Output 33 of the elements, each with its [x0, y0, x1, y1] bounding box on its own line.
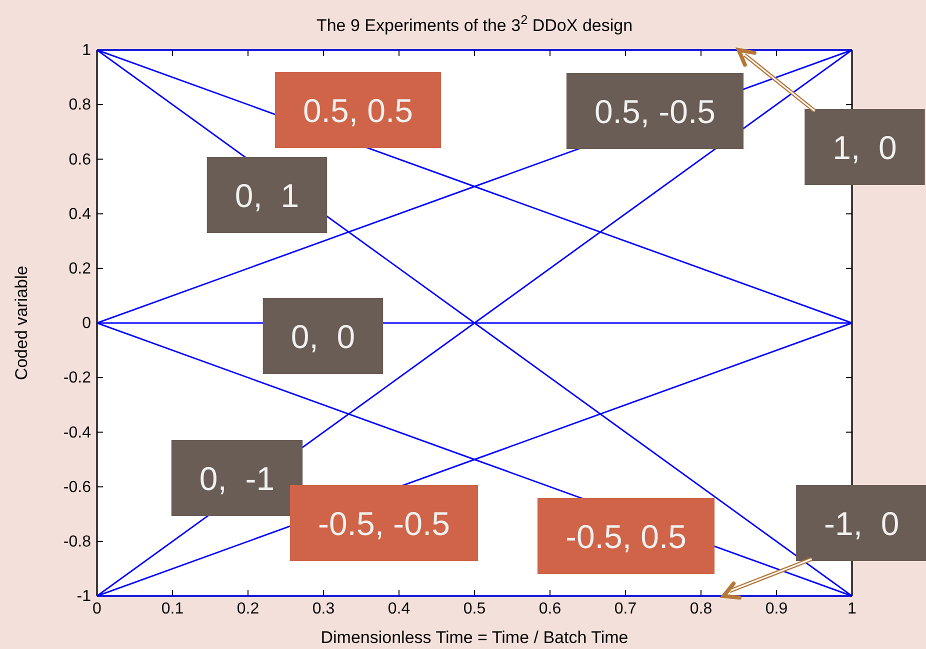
annotation: 0.5, -0.5 — [594, 92, 716, 130]
annotation: 0.5, 0.5 — [302, 92, 414, 128]
x-tick-label: 0.8 — [690, 600, 712, 618]
x-tick-label: 0.3 — [312, 600, 335, 618]
annotation: 0, -1 — [199, 460, 275, 496]
y-tick-label: -0.4 — [63, 424, 92, 442]
y-tick-label: 0.2 — [68, 260, 92, 278]
y-tick-label: 0 — [82, 315, 92, 332]
x-tick-label: 0.5 — [463, 600, 486, 618]
annotation: -1, 0 — [824, 504, 900, 542]
y-tick-label: -1 — [76, 588, 92, 606]
y-tick-label: 0.8 — [68, 96, 92, 114]
annotation: -0.5, 0.5 — [565, 518, 687, 554]
annotation: 0, 0 — [290, 318, 356, 354]
y-tick-label: -0.6 — [63, 478, 92, 496]
x-axis-title: Dimensionless Time = Time / Batch Time — [320, 628, 628, 647]
y-axis-title: Coded variable — [12, 266, 31, 380]
x-tick-label: 0.1 — [161, 600, 184, 618]
x-tick-label: 0.6 — [538, 600, 562, 618]
y-tick-label: 0.6 — [68, 151, 92, 168]
annotation: 0, 1 — [234, 176, 300, 214]
x-tick-label: 0.7 — [614, 600, 637, 618]
x-tick-label: 0.4 — [388, 600, 410, 618]
annotation: 1, 0 — [832, 128, 897, 166]
annotation: -0.5, -0.5 — [318, 504, 450, 542]
chart-title: The 9 Experiments of the 3$^{2}$ DDoX design — [316, 12, 633, 35]
x-tick-label: 0.9 — [765, 600, 788, 618]
y-tick-label: -0.8 — [63, 534, 92, 551]
y-tick-label: 0.4 — [68, 206, 92, 223]
x-tick-label: 1 — [848, 600, 857, 618]
y-tick-label: -0.2 — [63, 370, 92, 387]
x-tick-label: 0.2 — [236, 600, 260, 618]
y-tick-label: 1 — [82, 42, 92, 60]
